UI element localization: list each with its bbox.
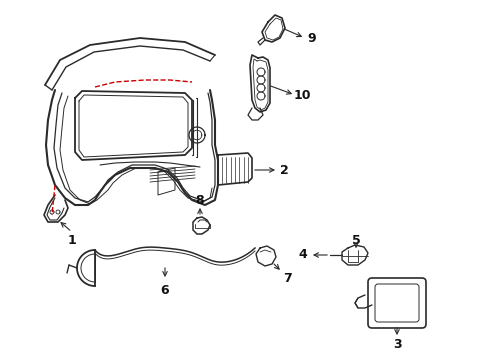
Text: 9: 9	[307, 32, 316, 45]
Text: 3: 3	[392, 338, 401, 351]
Text: 4: 4	[298, 248, 307, 261]
Text: 6: 6	[161, 284, 169, 297]
Text: 8: 8	[195, 194, 204, 207]
Text: 2: 2	[279, 163, 288, 176]
Text: 1: 1	[67, 234, 76, 247]
Text: 7: 7	[283, 271, 292, 284]
Text: 10: 10	[293, 89, 310, 102]
Text: 5: 5	[351, 234, 360, 247]
